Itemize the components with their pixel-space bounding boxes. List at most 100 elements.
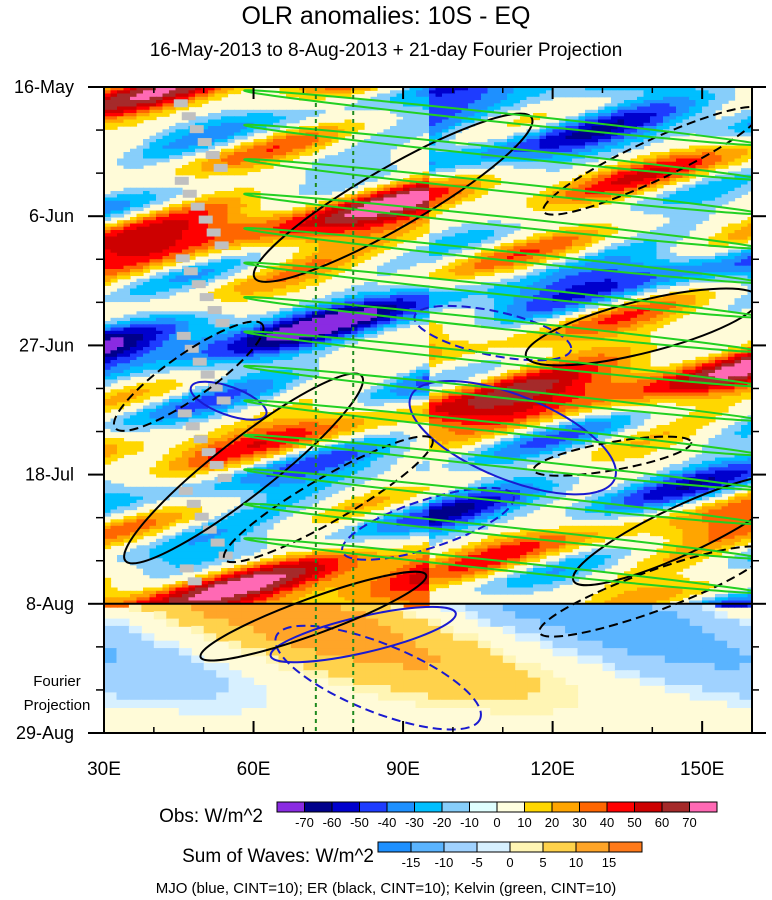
obs-cell [273, 213, 281, 218]
obs-cell [253, 243, 261, 247]
obs-cell [741, 239, 749, 244]
obs-cell [390, 200, 398, 205]
obs-cell [162, 282, 170, 286]
obs-cell [585, 145, 593, 150]
obs-cell [643, 165, 651, 169]
obs-cell [130, 246, 138, 251]
obs-cell [611, 178, 619, 182]
obs-cell [650, 200, 658, 205]
obs-cell [104, 96, 112, 101]
obs-cell [533, 155, 541, 160]
obs-cell [494, 246, 502, 251]
obs-cell [539, 207, 547, 212]
obs-cell [416, 304, 424, 309]
obs-cell [500, 161, 508, 166]
obs-cell [338, 236, 346, 241]
obs-cell [416, 207, 424, 212]
obs-cell [617, 135, 625, 140]
obs-cell [416, 178, 424, 182]
obs-cell [513, 291, 521, 296]
obs-cell [169, 288, 177, 293]
obs-cell [383, 288, 391, 293]
obs-cell [370, 87, 378, 91]
obs-cell [448, 204, 456, 208]
obs-cell [747, 259, 752, 264]
obs-cell [513, 106, 521, 111]
obs-cell [520, 165, 528, 169]
obs-cell [689, 223, 697, 228]
obs-cell [240, 233, 248, 238]
obs-cell [617, 243, 625, 247]
obs-cell [143, 109, 151, 114]
obs-cell [702, 181, 710, 186]
obs-cell [149, 239, 157, 244]
obs-cell [162, 275, 170, 280]
obs-cell [461, 178, 469, 182]
obs-cell [383, 155, 391, 160]
obs-cell [383, 103, 391, 108]
obs-cell [526, 291, 534, 296]
obs-cell [559, 139, 567, 143]
obs-cell [500, 314, 508, 319]
obs-cell [221, 220, 229, 225]
obs-cell [598, 256, 606, 260]
obs-cell [474, 148, 482, 153]
obs-cell [143, 311, 151, 316]
obs-cell [663, 282, 671, 286]
obs-cell [357, 142, 365, 147]
obs-cell [221, 158, 229, 163]
obs-cell [591, 139, 599, 143]
obs-cell [156, 314, 164, 319]
obs-cell [650, 256, 658, 260]
obs-cell [364, 223, 372, 228]
obs-cell [585, 236, 593, 241]
obs-cell [208, 129, 216, 134]
obs-cell [370, 103, 378, 108]
obs-cell [201, 210, 209, 215]
obs-cell [676, 233, 684, 238]
obs-cell [169, 135, 177, 140]
obs-cell [721, 116, 729, 121]
obs-cell [110, 295, 118, 299]
obs-cell [546, 191, 554, 195]
obs-cell [325, 223, 333, 228]
obs-cell [214, 249, 222, 254]
obs-cell [351, 129, 359, 134]
obs-cell [240, 259, 248, 264]
obs-cell [598, 106, 606, 111]
obs-cell [669, 161, 677, 166]
obs-cell [559, 265, 567, 270]
obs-cell [149, 295, 157, 299]
obs-cell [676, 278, 684, 283]
obs-cell [741, 233, 749, 238]
obs-cell [266, 213, 274, 218]
obs-cell [455, 262, 463, 267]
obs-cell [305, 308, 313, 312]
obs-cell [520, 96, 528, 101]
obs-cell [630, 204, 638, 208]
obs-cell [123, 249, 131, 254]
obs-cell [162, 262, 170, 267]
obs-cell [247, 239, 255, 244]
obs-cell [117, 103, 125, 108]
obs-cell [299, 184, 307, 189]
obs-cell [253, 210, 261, 215]
obs-cell [383, 311, 391, 316]
obs-cell [747, 155, 752, 160]
obs-cell [461, 155, 469, 160]
obs-cell [513, 145, 521, 150]
obs-cell [663, 194, 671, 199]
obs-cell [117, 243, 125, 247]
obs-cell [598, 129, 606, 134]
obs-cell [234, 213, 242, 218]
obs-cell [240, 278, 248, 283]
obs-cell [110, 239, 118, 244]
obs-cell [461, 181, 469, 186]
obs-cell [604, 126, 612, 130]
obs-cell [136, 200, 144, 205]
obs-cell [357, 194, 365, 199]
obs-cell [240, 194, 248, 199]
obs-cell [169, 262, 177, 267]
obs-cell [253, 197, 261, 202]
obs-cell [156, 152, 164, 156]
